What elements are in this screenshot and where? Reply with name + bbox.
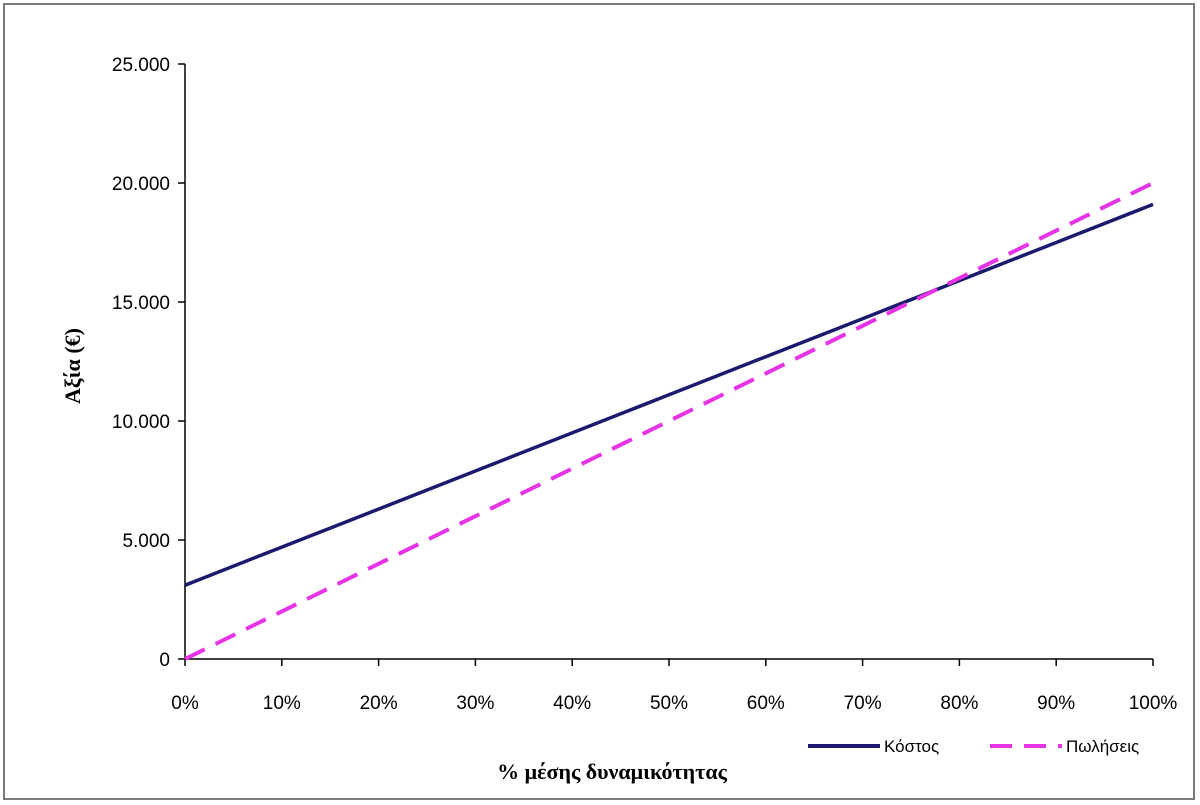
x-tick-label: 10% [263,693,301,714]
x-tick-label: 80% [940,693,978,714]
chart-axes [184,64,1153,660]
x-axis-title: % μέσης δυναμικότητας [497,759,727,784]
legend: Κόστος Πωλήσεις [808,737,1139,756]
y-tick-label: 25.000 [112,55,170,76]
x-axis-ticks: 0% 10% 20% 30% 40% 50% 60% 70% 80% 90% 100% [171,659,1177,714]
series-lines [184,181,1154,661]
y-tick-label: 0 [159,650,170,671]
x-tick-label: 50% [650,693,688,714]
x-tick-label: 60% [747,693,785,714]
x-tick-label: 90% [1037,693,1075,714]
series-line-2 [184,181,1154,661]
y-tick-label: 5.000 [122,531,170,552]
legend-label-2: Πωλήσεις [1066,737,1139,756]
y-tick-label: 15.000 [112,293,170,314]
y-axis-ticks: 0 5.000 10.000 15.000 20.000 25.000 [112,55,185,671]
series-line-1 [184,202,1154,587]
x-tick-label: 100% [1129,693,1178,714]
x-tick-label: 20% [360,693,398,714]
x-tick-label: 0% [171,693,199,714]
y-tick-label: 20.000 [112,174,170,195]
y-tick-label: 10.000 [112,412,170,433]
x-tick-label: 30% [456,693,494,714]
x-tick-label: 40% [553,693,591,714]
legend-label-1: Κόστος [884,737,939,756]
x-tick-label: 70% [844,693,882,714]
y-axis-title: Αξία (€) [60,328,85,404]
chart-frame [3,3,1195,800]
